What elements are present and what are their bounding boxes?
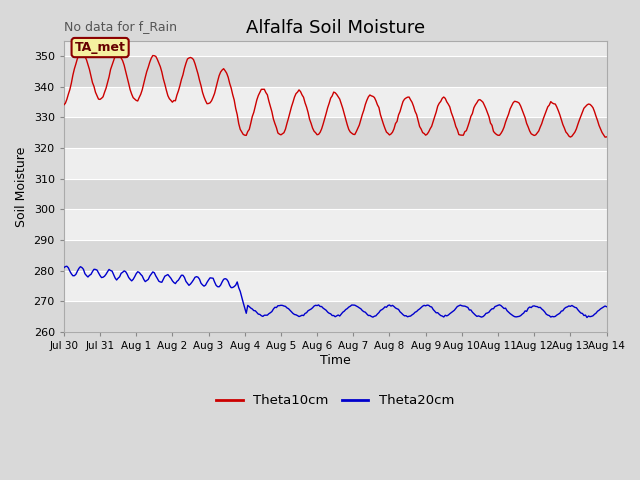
X-axis label: Time: Time [320, 354, 351, 367]
Bar [64, 118, 607, 148]
Bar [64, 240, 607, 271]
Text: No data for f_Rain: No data for f_Rain [64, 21, 177, 34]
Bar [64, 301, 607, 332]
Bar [64, 148, 607, 179]
Bar [64, 56, 607, 87]
Bar [64, 271, 607, 301]
Bar [64, 87, 607, 118]
Legend: Theta10cm, Theta20cm: Theta10cm, Theta20cm [211, 389, 460, 413]
Text: TA_met: TA_met [75, 41, 125, 54]
Bar [64, 179, 607, 209]
Y-axis label: Soil Moisture: Soil Moisture [15, 146, 28, 227]
Title: Alfalfa Soil Moisture: Alfalfa Soil Moisture [246, 19, 425, 36]
Bar [64, 209, 607, 240]
